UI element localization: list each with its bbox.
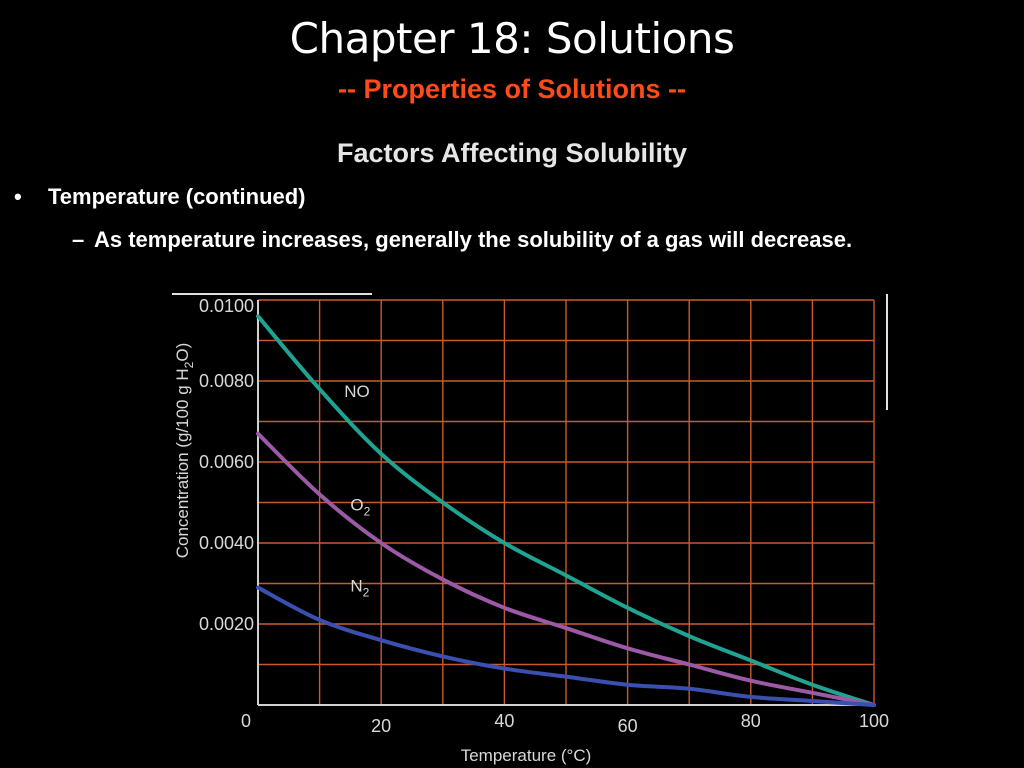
sub-bullet-item: – As temperature increases, generally the… bbox=[72, 227, 852, 253]
x-tick-label: 0 bbox=[241, 711, 251, 731]
series-line-n2 bbox=[256, 585, 876, 707]
series-label-o2: O2 bbox=[350, 496, 370, 519]
x-tick-label: 60 bbox=[618, 716, 638, 736]
series-label-subscript: 2 bbox=[363, 586, 370, 600]
y-tick-label: 0.0040 bbox=[199, 533, 254, 553]
x-tick-label: 80 bbox=[741, 711, 761, 731]
x-tick-label: 40 bbox=[494, 711, 514, 731]
slide-subtitle: -- Properties of Solutions -- bbox=[338, 74, 686, 104]
y-axis-label-end: O) bbox=[173, 343, 192, 362]
bullet-item: • Temperature (continued) bbox=[14, 184, 306, 210]
series-label-main: O bbox=[350, 496, 363, 515]
x-tick-label: 100 bbox=[859, 711, 889, 731]
series-label-main: N bbox=[350, 577, 362, 596]
bullet-dot: • bbox=[14, 184, 22, 209]
slide-title: Chapter 18: Solutions bbox=[289, 14, 735, 63]
bullet-text: Temperature (continued) bbox=[48, 184, 306, 209]
section-heading: Factors Affecting Solubility bbox=[336, 138, 688, 168]
solubility-chart: 0.0020 0.0040 0.0060 0.0080 0.0100 0 20 40 60 80 1… bbox=[166, 290, 890, 768]
series-lines bbox=[256, 314, 876, 707]
series-label-n2: N2 bbox=[350, 577, 369, 600]
y-axis-label: Concentration (g/100 g H2O) bbox=[173, 343, 196, 559]
y-tick-label: 0.0080 bbox=[199, 371, 254, 391]
chart-svg: 0.0020 0.0040 0.0060 0.0080 0.0100 0 20 40 60 80 1… bbox=[172, 293, 889, 765]
y-tick-label: 0.0100 bbox=[199, 296, 254, 316]
series-label-main: NO bbox=[344, 382, 370, 401]
axes: 0.0020 0.0040 0.0060 0.0080 0.0100 0 20 40 60 80 1… bbox=[172, 293, 889, 765]
series-line-no bbox=[256, 314, 876, 707]
series-line-o2 bbox=[256, 431, 876, 707]
series-label-no: NO bbox=[344, 382, 370, 401]
sub-bullet-dash: – bbox=[72, 227, 85, 252]
series-label-subscript: 2 bbox=[364, 505, 371, 519]
y-tick-label: 0.0020 bbox=[199, 614, 254, 634]
y-axis-label-subscript: 2 bbox=[182, 361, 196, 368]
y-tick-label: 0.0060 bbox=[199, 452, 254, 472]
sub-bullet-text: As temperature increases, generally the … bbox=[94, 227, 853, 252]
x-tick-label: 20 bbox=[371, 716, 391, 736]
x-axis-label: Temperature (°C) bbox=[461, 746, 592, 765]
y-axis-label-main: Concentration (g/100 g H bbox=[173, 368, 192, 558]
